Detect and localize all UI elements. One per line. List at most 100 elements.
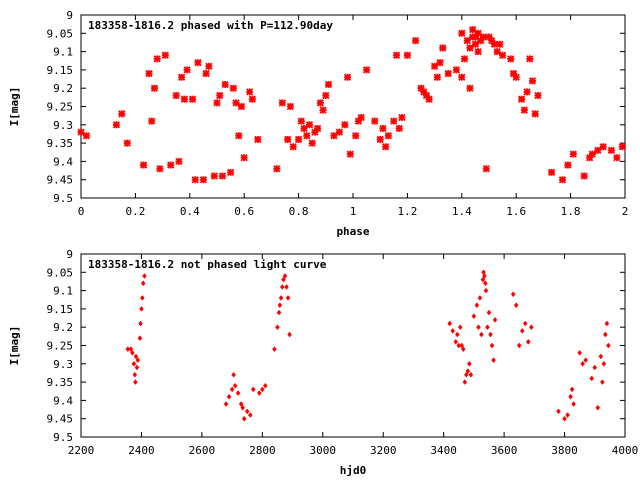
y-tick-label: 9.5 xyxy=(53,192,73,205)
data-point xyxy=(589,375,595,382)
y-tick-label: 9.2 xyxy=(53,82,73,95)
data-point xyxy=(167,161,175,169)
data-point xyxy=(272,346,277,353)
data-point xyxy=(471,313,477,320)
y-tick-label: 9.3 xyxy=(53,358,73,371)
data-point xyxy=(279,284,285,290)
data-point xyxy=(433,73,441,81)
data-point xyxy=(384,132,392,140)
data-point xyxy=(489,342,495,349)
data-point xyxy=(463,36,471,45)
data-point xyxy=(569,386,575,393)
y-axis-label: I[mag] xyxy=(8,87,21,127)
data-point xyxy=(528,324,534,331)
data-point xyxy=(308,139,316,147)
data-point xyxy=(175,157,183,166)
data-point xyxy=(183,66,191,74)
x-tick-label: 3200 xyxy=(370,444,397,457)
data-point xyxy=(601,360,607,367)
data-point xyxy=(324,80,333,89)
data-point xyxy=(210,172,218,180)
data-point xyxy=(300,124,308,133)
data-point xyxy=(145,69,153,78)
data-point xyxy=(140,280,146,287)
data-point xyxy=(571,401,576,407)
data-point xyxy=(216,91,224,100)
data-point xyxy=(354,117,363,125)
data-point xyxy=(140,295,145,301)
data-point xyxy=(134,364,140,371)
x-tick-label: 3800 xyxy=(551,444,578,457)
x-tick-label: 2200 xyxy=(68,444,95,457)
x-tick-label: 2400 xyxy=(128,444,155,457)
data-point xyxy=(583,357,589,364)
data-point xyxy=(603,331,608,338)
data-point xyxy=(498,51,507,59)
data-point xyxy=(490,40,499,48)
data-point xyxy=(485,33,493,41)
data-point xyxy=(600,379,605,386)
data-point xyxy=(398,113,406,122)
data-point xyxy=(496,40,504,48)
data-point xyxy=(250,386,256,393)
data-point xyxy=(528,77,537,85)
y-axis-ticks: 9 9.05 9.1 9.15 9.2 9.25 9.3 9.35 9.4 9.45 9.5 xyxy=(47,248,625,444)
data-point xyxy=(526,55,534,63)
y-tick-label: 9.35 xyxy=(47,376,74,389)
plot-frame xyxy=(80,253,626,438)
data-point xyxy=(580,360,586,367)
y-tick-label: 9.15 xyxy=(47,303,74,316)
y-tick-label: 9 xyxy=(66,248,73,261)
y-tick-label: 9.4 xyxy=(53,155,73,168)
data-point xyxy=(456,342,462,349)
data-point xyxy=(444,69,452,78)
data-point xyxy=(289,143,297,151)
data-point xyxy=(194,58,202,67)
data-point xyxy=(362,66,371,74)
data-point xyxy=(568,393,573,400)
y-tick-label: 9.3 xyxy=(53,119,73,132)
data-point xyxy=(466,84,474,92)
data-point xyxy=(492,316,498,323)
data-point xyxy=(231,371,236,378)
data-point xyxy=(330,132,338,140)
data-point xyxy=(522,320,528,327)
data-point xyxy=(240,404,246,411)
data-point xyxy=(547,168,556,177)
data-point xyxy=(430,62,439,70)
data-point xyxy=(479,331,484,338)
x-tick-label: 0 xyxy=(78,205,85,218)
data-point xyxy=(471,33,480,41)
data-point xyxy=(178,73,186,81)
data-point xyxy=(403,51,412,59)
data-point xyxy=(422,91,431,100)
data-point xyxy=(188,95,197,103)
y-tick-label: 9.45 xyxy=(47,413,74,426)
data-point xyxy=(509,69,518,78)
data-point xyxy=(468,371,474,378)
data-point xyxy=(460,346,466,353)
data-point xyxy=(281,276,286,283)
data-point xyxy=(376,135,384,144)
x-tick-label: 3600 xyxy=(491,444,518,457)
data-point xyxy=(564,161,572,169)
data-point xyxy=(322,91,330,100)
data-point xyxy=(278,99,286,107)
x-tick-label: 2800 xyxy=(249,444,276,457)
data-point xyxy=(516,342,522,349)
x-tick-label: 3400 xyxy=(430,444,457,457)
data-point xyxy=(180,95,188,103)
data-point xyxy=(534,91,542,100)
data-point xyxy=(112,121,120,129)
x-tick-label: 1 xyxy=(350,205,357,218)
y-tick-label: 9.15 xyxy=(47,64,74,77)
data-point xyxy=(316,99,324,107)
data-point xyxy=(458,73,466,81)
data-point xyxy=(580,172,588,180)
data-point xyxy=(491,357,496,364)
x-tick-label: 1.8 xyxy=(561,205,581,218)
data-point xyxy=(254,135,262,144)
x-tick-label: 0.6 xyxy=(234,205,254,218)
data-point xyxy=(229,84,237,92)
data-point xyxy=(240,154,248,162)
